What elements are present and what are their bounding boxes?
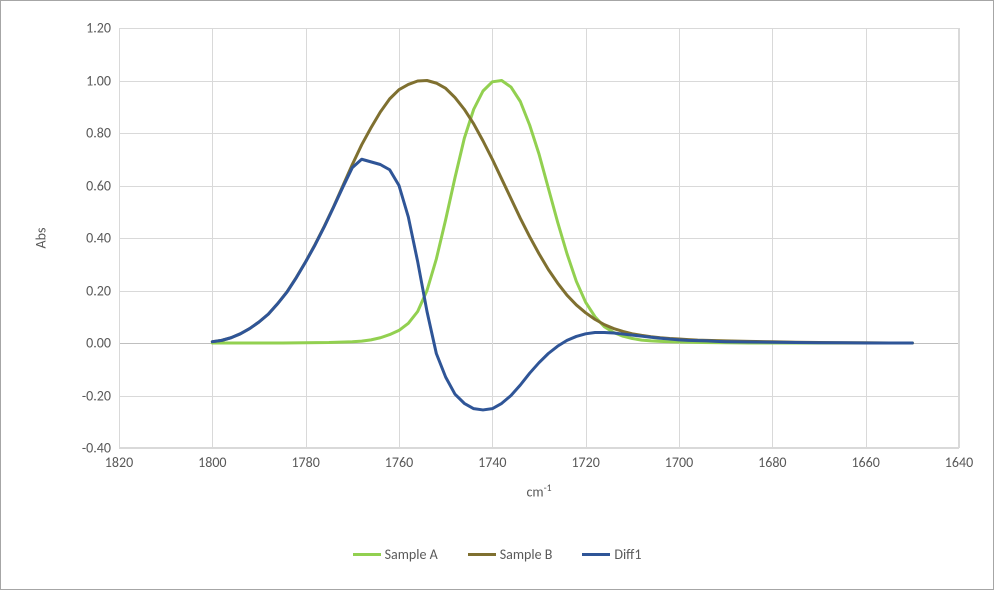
x-tick-label: 1700 [665,448,693,471]
y-tick-label: 0.80 [86,125,119,142]
x-tick-label: 1720 [571,448,599,471]
plot-area: -0.40-0.200.000.200.400.600.801.001.2018… [119,28,959,448]
y-tick-label: 0.00 [86,335,119,352]
series-line [212,81,912,344]
y-tick-label: 0.20 [86,282,119,299]
x-axis-title: cm-1 [526,482,551,501]
series-svg [119,28,959,448]
x-tick-label: 1800 [198,448,226,471]
series-line [212,159,912,410]
legend-swatch [353,553,381,556]
x-tick-label: 1740 [478,448,506,471]
chart-container: -0.40-0.200.000.200.400.600.801.001.2018… [0,0,994,590]
x-tick-label: 1760 [385,448,413,471]
legend-label: Sample B [500,546,553,563]
x-tick-label: 1640 [945,448,973,471]
legend-item: Sample A [353,546,438,563]
y-tick-label: 0.40 [86,230,119,247]
legend-item: Sample B [468,546,553,563]
y-tick-label: -0.20 [82,387,119,404]
legend-swatch [468,553,496,556]
x-tick-label: 1680 [758,448,786,471]
legend-label: Sample A [385,546,438,563]
legend-item: Diff1 [582,546,641,563]
legend-swatch [582,553,610,556]
y-tick-label: 0.60 [86,177,119,194]
y-tick-label: 1.00 [86,72,119,89]
x-tick-label: 1780 [291,448,319,471]
y-axis-title: Abs [33,228,50,249]
x-tick-label: 1660 [851,448,879,471]
series-line [212,81,912,344]
x-tick-label: 1820 [105,448,133,471]
legend: Sample A Sample B Diff1 [1,546,993,563]
gridline-h [119,448,959,449]
gridline-v [959,28,960,448]
legend-label: Diff1 [614,546,641,563]
y-tick-label: 1.20 [86,20,119,37]
